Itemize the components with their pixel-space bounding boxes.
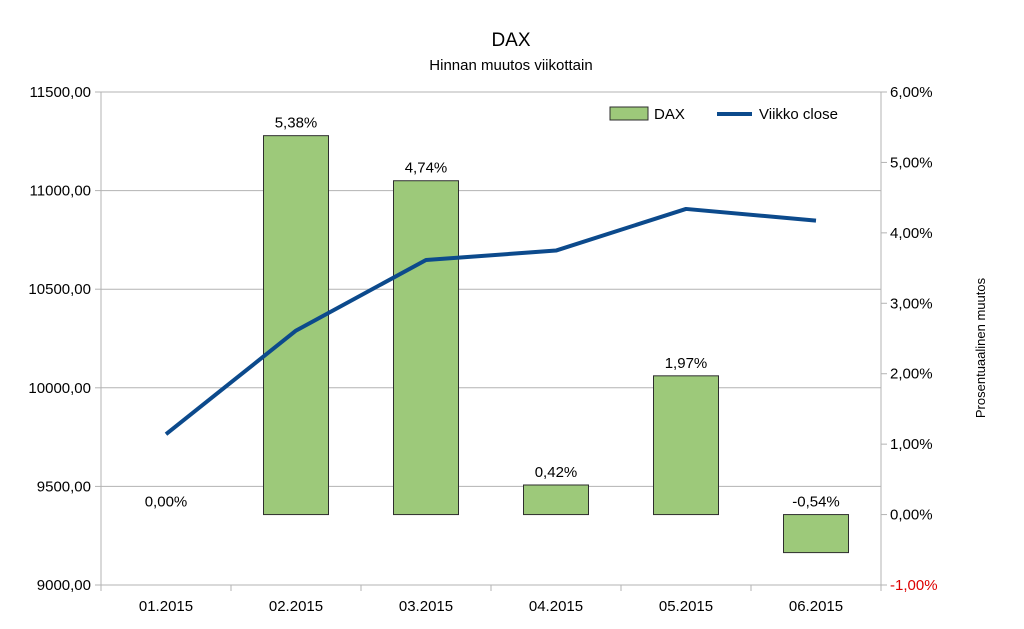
bar-data-label: 5,38% [275,115,318,132]
left-axis-tick-label: 10000,00 [28,380,91,397]
left-axis-tick-label: 10500,00 [28,281,91,298]
legend-label-viikko-close: Viikko close [759,106,838,123]
x-axis: 01.2015 02.2015 03.2015 04.2015 05.2015 06.20… [100,585,882,615]
bar-data-labels: 0,00% 5,38% 4,74% 0,42% 1,97% -0,54% [145,115,840,511]
right-axis-title: Prosentuaalinen muutos [973,277,988,418]
legend-label-dax: DAX [654,106,685,123]
legend-swatch-dax [609,106,649,121]
right-axis-tick-label: 2,00% [890,366,933,383]
bar-data-label: 0,00% [145,494,188,511]
left-axis-tick-label: 11500,00 [30,84,91,101]
left-axis-tick-label: 9500,00 [37,478,91,495]
bar-data-label: -0,54% [792,494,840,511]
right-axis-tick-label: 1,00% [890,436,933,453]
x-axis-tick-label: 04.2015 [529,598,583,615]
right-axis: -1,00% 0,00% 1,00% 2,00% 3,00% 4,00% 5,00% 6,00… [881,84,938,594]
bar [783,514,849,554]
bar-series [263,135,849,554]
x-axis-tick-label: 06.2015 [789,598,843,615]
gridlines [101,91,881,586]
right-axis-tick-label: 6,00% [890,84,933,101]
series-line-viikko-close [164,206,817,436]
bar-data-label: 0,42% [535,464,578,481]
bar [653,375,719,516]
x-axis-tick-label: 01.2015 [139,598,193,615]
right-axis-tick-label: -1,00% [890,577,938,594]
plot-area [100,91,882,586]
left-axis-tick-label: 9000,00 [37,577,91,594]
chart-subtitle: Hinnan muutos viikottain [429,57,592,74]
bar-data-label: 1,97% [665,355,708,372]
chart-title: DAX [491,30,530,51]
left-axis: 9000,00 9500,00 10000,00 10500,00 11000,00 11… [28,84,101,594]
right-axis-tick-label: 0,00% [890,507,933,524]
bar [393,180,459,516]
bar [263,135,329,516]
right-axis-tick-label: 3,00% [890,295,933,312]
right-axis-tick-label: 4,00% [890,225,933,242]
line-series [164,206,817,436]
x-axis-tick-label: 03.2015 [399,598,453,615]
legend: DAX Viikko close [609,106,838,123]
x-axis-tick-label: 05.2015 [659,598,713,615]
x-axis-tick-label: 02.2015 [269,598,323,615]
bar-data-label: 4,74% [405,160,448,177]
left-axis-tick-label: 11000,00 [30,183,91,200]
right-axis-tick-label: 5,00% [890,154,933,171]
bar [523,484,589,516]
